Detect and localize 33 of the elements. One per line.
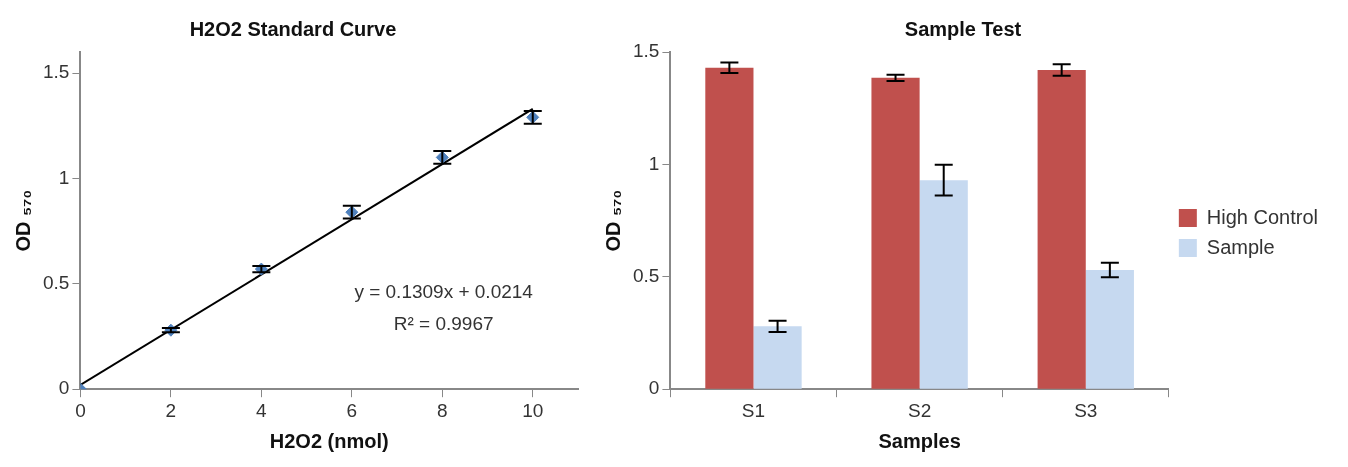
- x-tick-label: 0: [75, 399, 86, 421]
- x-tick-label: S3: [1074, 399, 1098, 421]
- x-tick-label: 4: [256, 399, 268, 421]
- chart-title: Sample Test: [904, 17, 1022, 40]
- y-tick-label: 0: [648, 377, 660, 399]
- x-axis-title: H2O2 (nmol): [269, 429, 389, 452]
- bar: [919, 180, 968, 389]
- x-tick-label: S1: [741, 399, 766, 421]
- x-tick-label: 8: [437, 399, 448, 421]
- legend-label: High Control: [1206, 205, 1319, 228]
- bar: [871, 77, 920, 389]
- y-tick-label: 1: [58, 166, 70, 188]
- x-tick-label: 10: [522, 399, 544, 421]
- y-axis-title: OD ₅₇₀: [11, 189, 34, 252]
- chart-title: H2O2 Standard Curve: [189, 17, 397, 40]
- annotation: R² = 0.9967: [393, 313, 494, 335]
- bar: [753, 326, 802, 389]
- y-tick-label: 0.5: [42, 272, 70, 294]
- bar: [1037, 69, 1086, 389]
- legend-label: Sample: [1206, 235, 1275, 258]
- y-tick-label: 0.5: [632, 265, 660, 287]
- x-tick-label: 6: [346, 399, 358, 421]
- x-tick-label: 2: [165, 399, 177, 421]
- x-tick-label: S2: [908, 399, 932, 421]
- bar: [1085, 270, 1134, 389]
- y-tick-label: 1: [648, 152, 660, 174]
- y-tick-label: 1.5: [632, 40, 660, 62]
- annotation: y = 0.1309x + 0.0214: [354, 281, 534, 303]
- x-axis-title: Samples: [878, 429, 961, 452]
- y-axis-title: OD ₅₇₀: [601, 189, 624, 252]
- y-tick-label: 1.5: [42, 61, 70, 83]
- y-tick-label: 0: [58, 377, 70, 399]
- bar: [705, 67, 754, 389]
